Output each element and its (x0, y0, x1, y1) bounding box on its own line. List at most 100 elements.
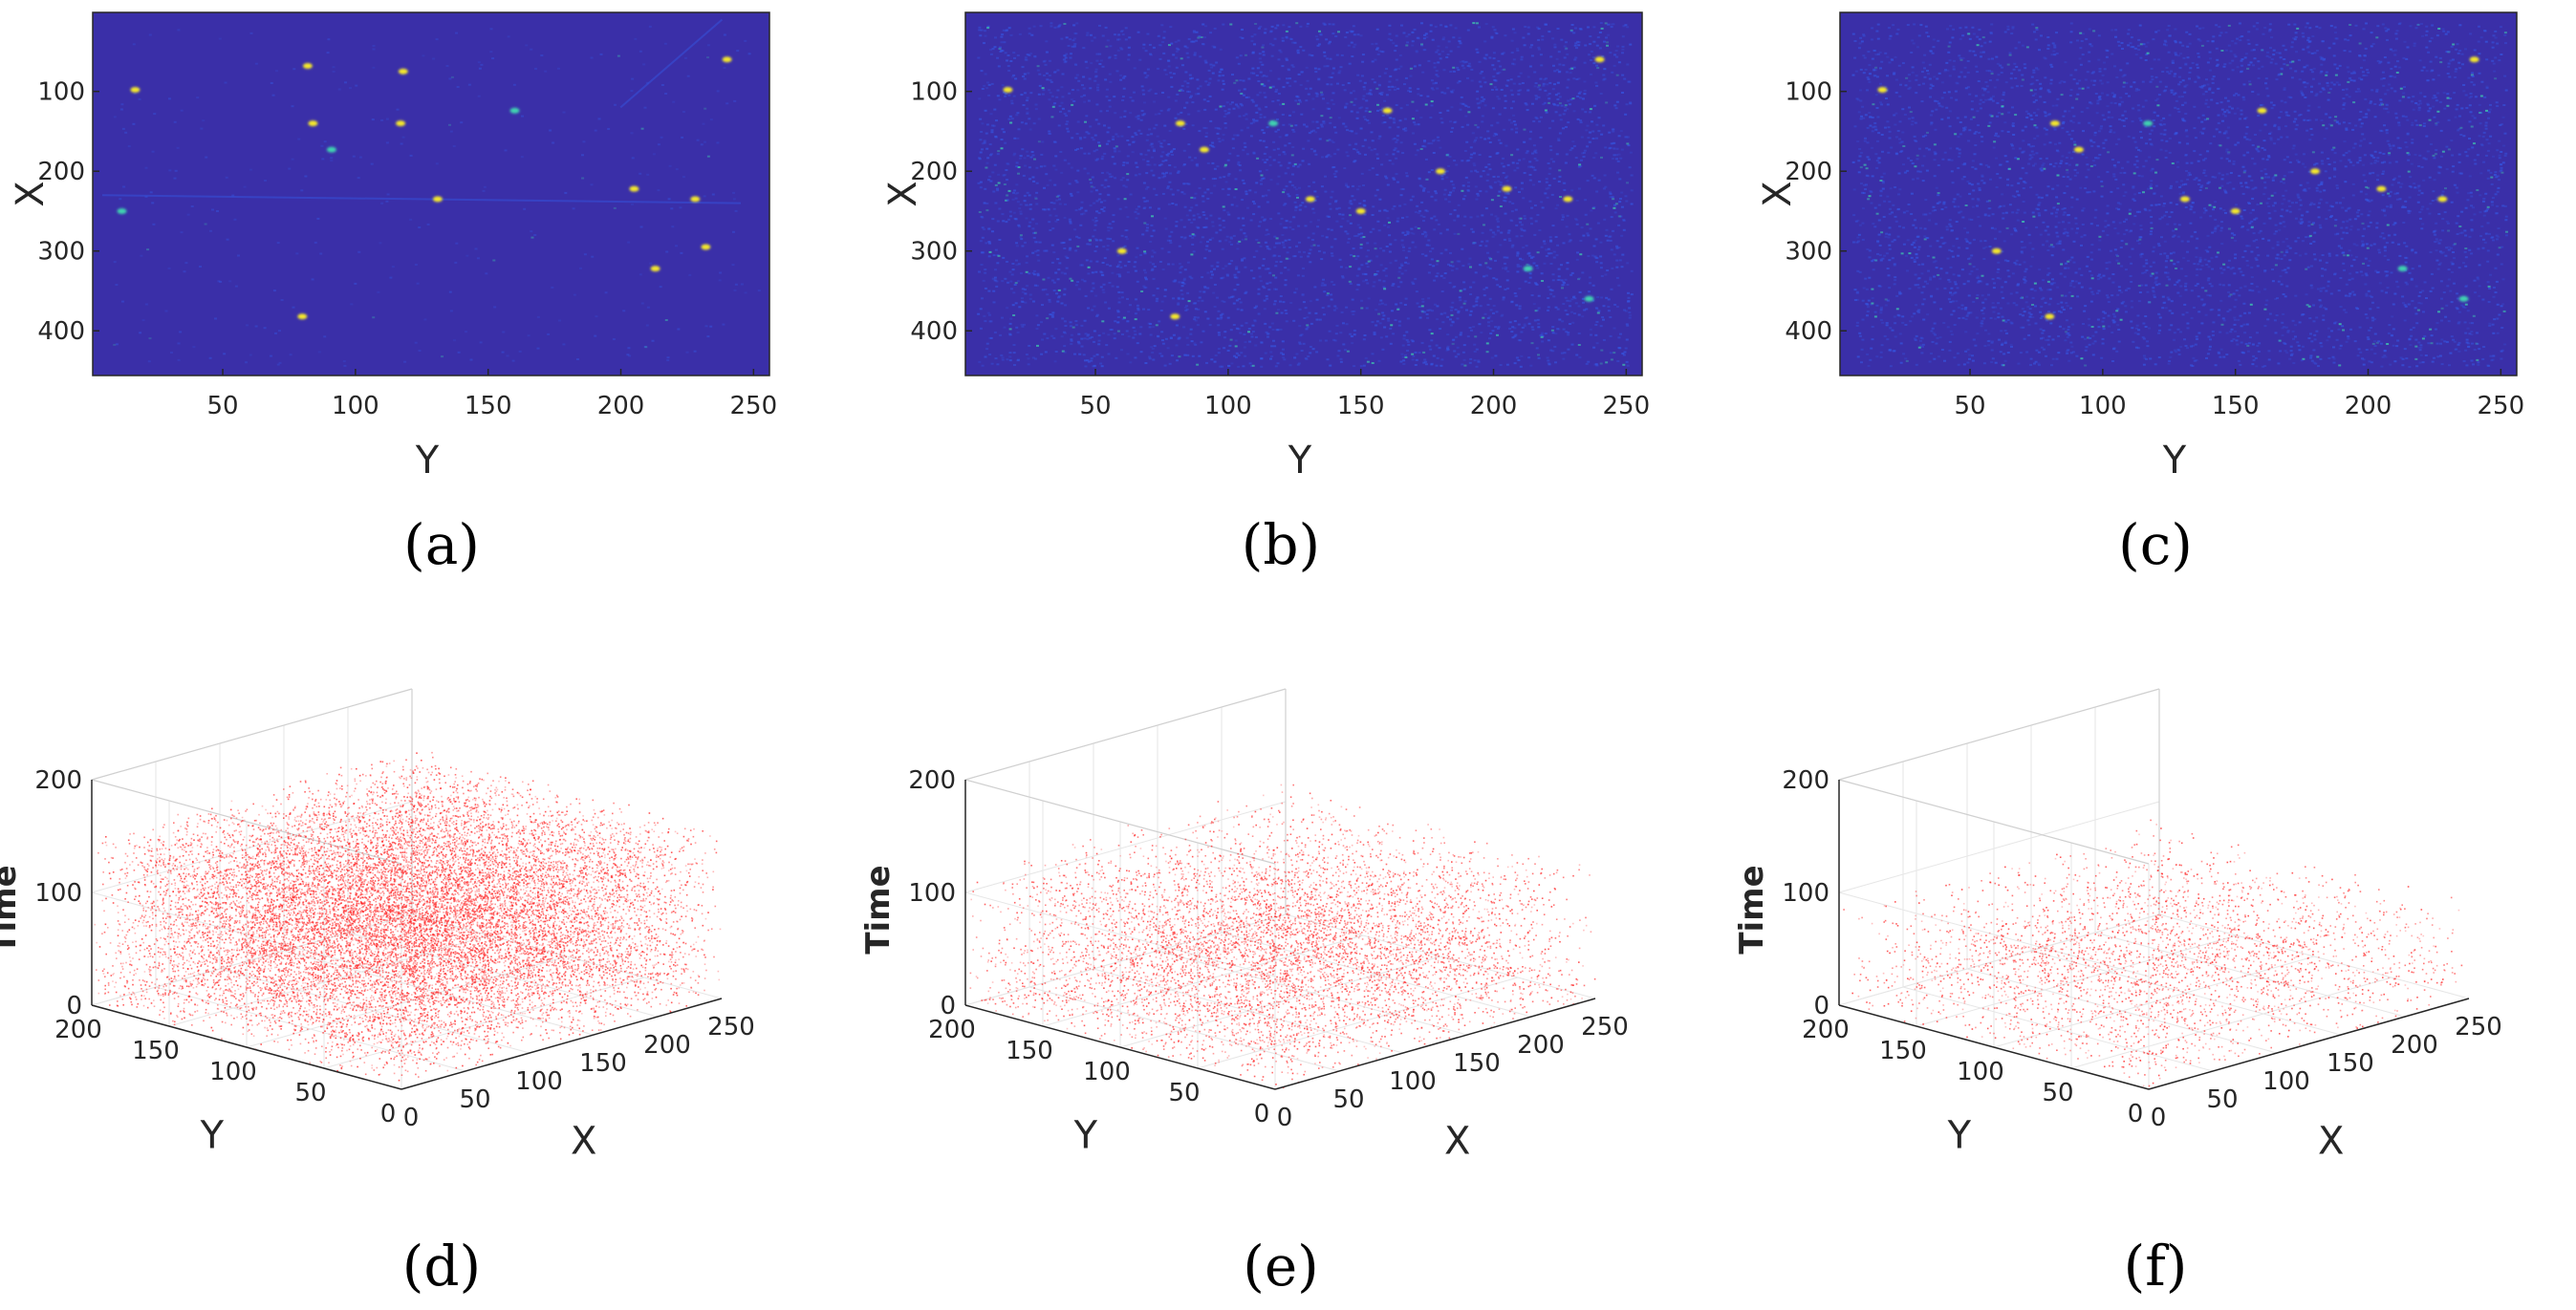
y-tick-label: 50 (1168, 1079, 1200, 1107)
x-tick-label: 200 (2345, 392, 2392, 420)
scatter3d-panel-f: 0501001502002500501001502000100200XYTime… (1733, 688, 2502, 1299)
x-tick-label: 150 (1337, 392, 1385, 420)
y-tick-label: 200 (910, 158, 958, 186)
x-axis-label: X (1444, 1119, 1470, 1163)
y-tick-label: 0 (1254, 1100, 1270, 1128)
scatter-points (969, 784, 1596, 1089)
y-axis-line (964, 1004, 1276, 1090)
grid-line (1993, 956, 2315, 1048)
heatmap-bright-spot (326, 146, 336, 153)
heatmap-frame (964, 11, 1643, 376)
heatmap-background (965, 12, 1642, 376)
heatmap-background (1840, 12, 2517, 376)
scatter-points (1843, 819, 2463, 1087)
y-tick-label: 300 (37, 238, 85, 267)
heatmap-bright-spot (722, 56, 732, 63)
heatmap-bright-spot (396, 120, 406, 127)
x-tick-label: 250 (2478, 392, 2525, 420)
grid-line (2070, 977, 2392, 1069)
x-tick-label: 250 (1581, 1013, 1629, 1042)
heatmap-noise (977, 22, 1634, 368)
grid-line (964, 913, 1287, 1006)
y-axis-label: Y (1073, 1114, 1098, 1158)
y-axis-label: Y (200, 1114, 225, 1158)
heatmap-bright-spot (2045, 313, 2055, 320)
heatmap-noise (113, 25, 761, 367)
box-edge (91, 688, 413, 781)
z-axis-label: Time (1733, 865, 1771, 954)
x-axis-label: X (571, 1119, 596, 1163)
heatmap-bright-spot (2049, 120, 2060, 127)
heatmap-panel-c: 50 100 150 200 250 100 200 300 400 Y X (c) (1756, 11, 2525, 577)
heatmap-bright-spot (1523, 266, 1533, 272)
z-tick-label: 200 (1782, 766, 1829, 795)
grid-line (1838, 913, 2160, 1006)
x-tick-label: 150 (1453, 1049, 1501, 1078)
panel-caption-b: (b) (1242, 512, 1320, 577)
heatmap-bright-spot (1563, 196, 1573, 203)
y-tick-label: 400 (37, 317, 85, 346)
y-tick-label: 100 (1785, 78, 1832, 107)
panel-caption-e: (e) (1243, 1234, 1319, 1299)
x-tick-label: 200 (643, 1031, 691, 1060)
box-edge (91, 779, 402, 865)
x-tick-label: 250 (2455, 1013, 2502, 1042)
y-tick-label: 200 (1802, 1016, 1850, 1044)
y-tick-label: 150 (1879, 1037, 1927, 1065)
y-tick-label: 400 (1785, 317, 1832, 346)
z-axis-label: Time (859, 865, 898, 954)
panel-caption-a: (a) (403, 512, 480, 577)
box-edge (964, 688, 1287, 781)
z-tick-label: 100 (908, 879, 956, 908)
x-tick-label: 250 (730, 392, 778, 420)
y-tick-label: 100 (37, 78, 85, 107)
y-tick-label: 0 (380, 1100, 397, 1128)
x-tick-label: 200 (1517, 1031, 1565, 1060)
heatmap-bright-spot (1003, 87, 1013, 93)
x-tick-label: 50 (1332, 1085, 1364, 1114)
y-tick-label: 50 (2042, 1079, 2073, 1107)
z-tick-label: 100 (34, 879, 82, 908)
y-tick-label: 200 (928, 1016, 976, 1044)
x-tick-label: 50 (207, 392, 239, 420)
heatmap-bright-spot (1175, 120, 1185, 127)
heatmap-panel-b: 50 100 150 200 250 100 200 300 400 Y X (b) (881, 11, 1651, 577)
x-tick-label: 100 (1204, 392, 1252, 420)
y-tick-label: 100 (910, 78, 958, 107)
x-tick-label: 150 (579, 1049, 627, 1078)
y-tick-label: 150 (1006, 1037, 1053, 1065)
heatmap-frame (1839, 11, 2518, 376)
panel-caption-d: (d) (402, 1234, 481, 1299)
y-tick-label: 150 (132, 1037, 180, 1065)
panel-caption-f: (f) (2124, 1234, 2188, 1299)
heatmap-bright-spot (1436, 168, 1445, 175)
heatmap-bright-spot (2437, 196, 2448, 203)
heatmap-bright-spot (2310, 168, 2320, 175)
z-axis-label: Time (0, 865, 24, 954)
heatmap-bright-spot (2179, 196, 2190, 203)
heatmap-bright-spot (2469, 56, 2479, 63)
heatmap-bright-spot (2257, 107, 2267, 114)
y-tick-label: 200 (54, 1016, 102, 1044)
heatmap-bright-spot (2073, 146, 2084, 153)
grid-line (1197, 977, 1519, 1069)
heatmap-bright-spot (1584, 295, 1594, 302)
x-axis-line (1274, 998, 1596, 1090)
heatmap-bright-spot (1199, 146, 1209, 153)
x-tick-label: 100 (515, 1067, 563, 1096)
heatmap-bright-spot (1268, 120, 1279, 127)
x-axis-label: X (2318, 1119, 2344, 1163)
y-axis-label: X (881, 181, 925, 206)
heatmap-bright-spot (1305, 196, 1315, 203)
heatmap-bright-spot (1991, 247, 2002, 254)
heatmap-bright-spot (432, 196, 443, 203)
heatmap-bright-spot (1502, 185, 1512, 192)
heatmap-bright-spot (690, 196, 701, 203)
heatmap-bright-spot (1116, 247, 1127, 254)
heatmap-bright-spot (302, 63, 313, 69)
y-axis-label: X (1756, 181, 1800, 206)
heatmap-bright-spot (509, 107, 520, 114)
x-tick-label: 250 (1603, 392, 1651, 420)
z-tick-label: 200 (908, 766, 956, 795)
